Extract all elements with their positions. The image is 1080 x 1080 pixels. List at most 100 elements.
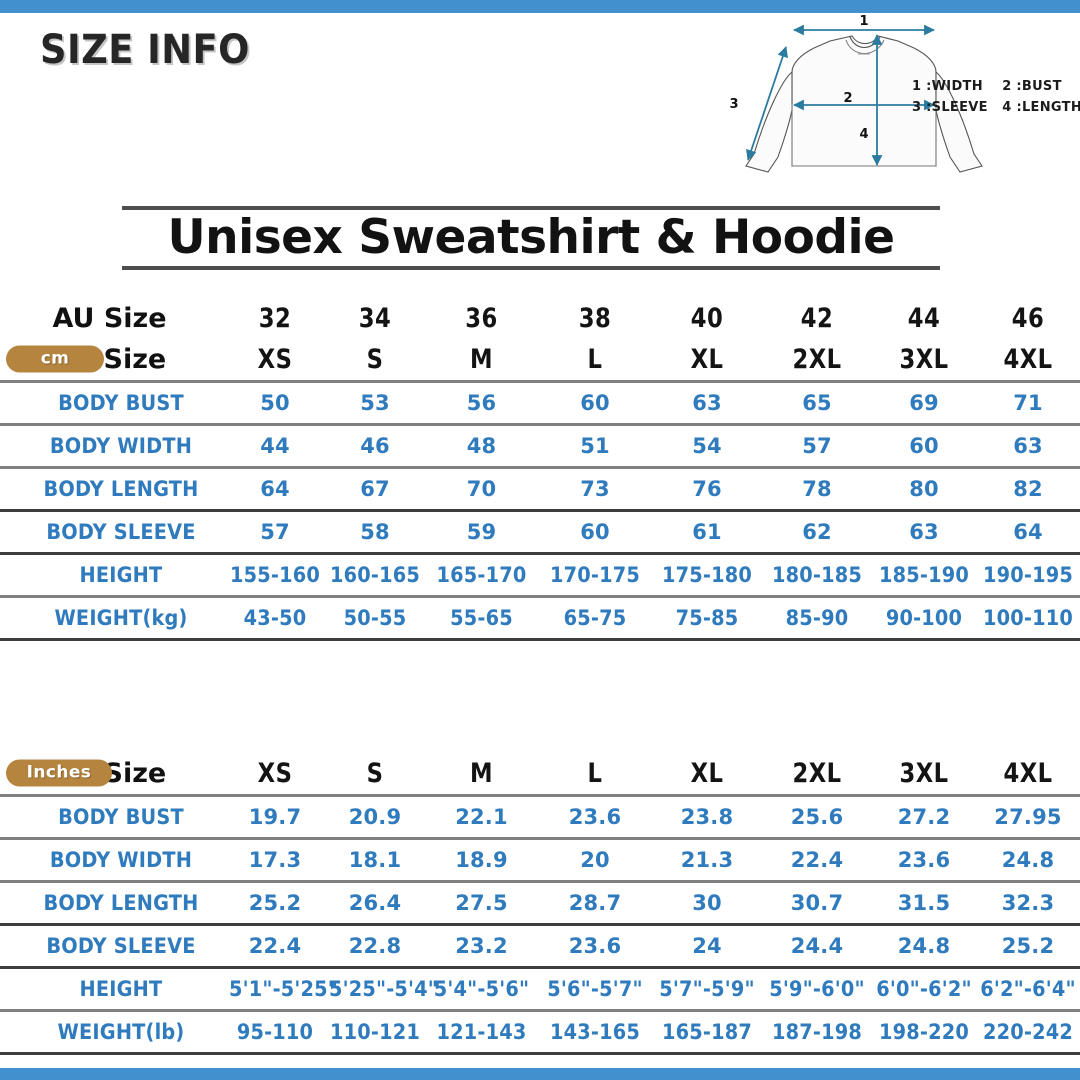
us-size-cm-6: 3XL [899,343,949,375]
us-size-cm-1: S [366,343,384,375]
cell: 43-50 [243,606,307,630]
unit-badge-cm: cm [6,345,104,373]
cell: 24.8 [1001,848,1055,872]
cell: 190-195 [983,563,1073,587]
table-row: HEIGHT 5'1"-5'25" 5'25"-5'4" 5'4"-5'6" 5… [0,969,1080,1009]
cell: 50 [260,391,290,415]
legend-line-2: 3 :SLEEVE 4 :LENGTH [912,100,1080,115]
cell: 5'1"-5'25" [229,977,339,1001]
us-size-in-4: XL [690,757,724,789]
cell: 64 [260,477,290,501]
cell: 180-185 [772,563,862,587]
table-row-au-size: AU Size 32 34 36 38 40 42 44 46 [0,298,1080,338]
garment-diagram: 1 2 3 4 [700,14,1080,192]
cell: 60 [580,520,610,544]
cell: 27.5 [455,891,508,915]
cell: 48 [466,434,497,458]
us-size-in-5: 2XL [792,757,842,789]
us-size-in-0: XS [257,757,293,789]
cell: 63 [909,520,939,544]
us-size-cm-0: XS [257,343,293,375]
cell: 121-143 [436,1020,527,1044]
cell: 60 [580,391,610,415]
cell: 155-160 [230,563,320,587]
cell: 26.4 [348,891,402,915]
row-label: WEIGHT(kg) [54,606,188,630]
au-size-3: 38 [578,302,612,334]
row-label: BODY LENGTH [43,477,199,501]
cell: 46 [360,434,390,458]
cell: 51 [580,434,610,458]
size-table-inches: Inches US Size XS S M L XL 2XL 3XL 4XL B… [0,752,1080,1055]
table-row: BODY WIDTH 17.3 18.1 18.9 20 21.3 22.4 2… [0,840,1080,880]
table-row: BODY BUST 50 53 56 60 63 65 69 71 [0,383,1080,423]
unit-badge-inches: Inches [6,759,112,787]
diagram-legend: 1 :WIDTH 2 :BUST 3 :SLEEVE 4 :LENGTH [912,76,1080,118]
cell: 143-165 [550,1020,640,1044]
cell: 23.8 [680,805,734,829]
rule [0,966,1080,969]
cell: 23.2 [455,934,508,958]
row-label: WEIGHT(lb) [57,1020,185,1044]
cell: 57 [802,434,832,458]
rule [0,638,1080,641]
table-row-us-size-inches: Inches US Size XS S M L XL 2XL 3XL 4XL [0,752,1080,794]
cell: 25.2 [248,891,302,915]
cell: 95-110 [236,1020,314,1044]
table-row: HEIGHT 155-160 160-165 165-170 170-175 1… [0,555,1080,595]
au-size-0: 32 [258,302,292,334]
cell: 30 [692,891,722,915]
cell: 25.6 [790,805,844,829]
cell: 57 [260,520,290,544]
row-label: BODY LENGTH [43,891,199,915]
size-table-cm: AU Size 32 34 36 38 40 42 44 46 cm US Si… [0,298,1080,641]
cell: 76 [692,477,722,501]
cell: 62 [802,520,832,544]
us-size-label-inches: Inches US Size [0,752,225,794]
us-size-in-1: S [366,757,384,789]
cell: 5'7"-5'9" [659,977,755,1001]
rule [0,466,1080,469]
title-rule-bottom [122,266,940,270]
cell: 75-85 [675,606,739,630]
cell: 56 [466,391,497,415]
row-label: BODY WIDTH [49,848,193,872]
cell: 80 [909,477,939,501]
bottom-blue-banner [0,1068,1080,1080]
cell: 82 [1013,477,1043,501]
row-label: HEIGHT [79,563,163,587]
cell: 198-220 [879,1020,969,1044]
cell: 28.7 [568,891,622,915]
cell: 22.8 [348,934,402,958]
row-label: BODY BUST [58,391,184,415]
size-info-heading: SIZE INFO [40,27,250,73]
table-row: WEIGHT(kg) 43-50 50-55 55-65 65-75 75-85… [0,598,1080,638]
us-size-in-7: 4XL [1003,757,1053,789]
cell: 20.9 [348,805,402,829]
cell: 19.7 [248,805,302,829]
table-row-us-size-cm: cm US Size XS S M L XL 2XL 3XL 4XL [0,338,1080,380]
cell: 5'6"-5'7" [547,977,643,1001]
cell: 5'4"-5'6" [433,977,530,1001]
cell: 78 [802,477,832,501]
rule [0,380,1080,383]
cell: 23.6 [568,934,622,958]
cell: 20 [580,848,610,872]
row-label: BODY BUST [58,805,184,829]
cell: 63 [1013,434,1043,458]
cell: 61 [692,520,722,544]
top-blue-banner [0,0,1080,13]
cell: 85-90 [785,606,849,630]
rule [0,552,1080,555]
cell: 65 [802,391,832,415]
table-row: BODY WIDTH 44 46 48 51 54 57 60 63 [0,426,1080,466]
legend-line-1: 1 :WIDTH 2 :BUST [912,79,1062,94]
cell: 100-110 [983,606,1073,630]
table-row: BODY LENGTH 25.2 26.4 27.5 28.7 30 30.7 … [0,883,1080,923]
us-size-cm-2: M [470,343,493,375]
au-size-4: 40 [690,302,724,334]
cell: 5'9"-6'0" [769,977,865,1001]
rule [0,923,1080,926]
au-size-7: 46 [1011,302,1045,334]
us-size-in-6: 3XL [899,757,949,789]
